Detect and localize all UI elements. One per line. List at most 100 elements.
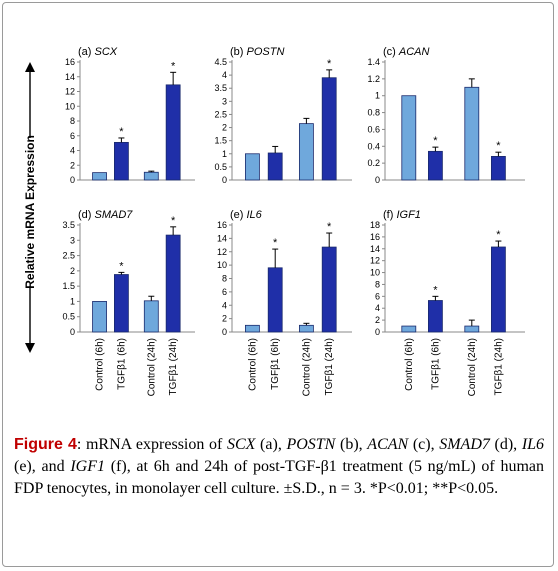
y-tick-label: 1.2 <box>367 74 380 84</box>
y-tick-label: 6 <box>70 131 75 141</box>
x-category-label: Control (24h) <box>146 338 157 396</box>
y-tick-label: 0 <box>70 175 75 185</box>
y-tick-label: 18 <box>370 220 380 230</box>
bar <box>464 325 480 333</box>
caption-text: (b), <box>335 436 368 453</box>
y-tick-label: 10 <box>217 260 227 270</box>
panel-letter: (d) <box>78 209 95 221</box>
bar <box>92 301 107 333</box>
figure-frame <box>2 2 554 567</box>
y-tick-label: 1.5 <box>214 136 227 146</box>
bar <box>267 152 283 181</box>
y-tick-label: 12 <box>370 256 380 266</box>
caption-text: (e), and <box>14 458 71 475</box>
significance-marker: * <box>171 215 176 227</box>
y-tick-label: 2 <box>222 123 227 133</box>
significance-marker: * <box>327 221 332 233</box>
caption-gene-name: POSTN <box>286 436 336 453</box>
bar <box>267 267 283 333</box>
y-tick-label: 0.4 <box>367 141 380 151</box>
y-tick-label: 0 <box>375 175 380 185</box>
y-tick-label: 4.5 <box>214 57 227 67</box>
panel-letter: (b) <box>230 46 247 58</box>
bar <box>114 141 129 181</box>
y-tick-label: 6 <box>222 287 227 297</box>
significance-marker: * <box>496 140 501 152</box>
y-tick-label: 4 <box>70 146 75 156</box>
y-tick-label: 8 <box>375 279 380 289</box>
y-tick-label: 12 <box>217 247 227 257</box>
y-tick-label: 2.5 <box>62 251 75 261</box>
bar <box>298 324 314 333</box>
y-tick-label: 2 <box>70 160 75 170</box>
y-tick-label: 0 <box>70 327 75 337</box>
panel-letter: (e) <box>230 209 247 221</box>
x-category-label: Control (24h) <box>301 338 312 396</box>
y-tick-label: 14 <box>65 72 75 82</box>
bar <box>401 325 417 333</box>
y-tick-label: 14 <box>217 233 227 243</box>
x-category-label: Control (6h) <box>404 338 415 391</box>
y-tick-label: 1 <box>375 91 380 101</box>
significance-marker: * <box>171 60 176 72</box>
y-tick-label: 8 <box>222 274 227 284</box>
y-tick-label: 0 <box>222 175 227 185</box>
bar <box>490 155 506 181</box>
down-arrow-head <box>25 343 35 353</box>
bar <box>321 246 337 333</box>
y-tick-label: 4 <box>375 303 380 313</box>
caption-text: (a), <box>255 436 287 453</box>
bar <box>401 95 417 181</box>
panel-gene-name: SCX <box>95 46 118 58</box>
bar <box>490 246 506 333</box>
caption-label: Figure 4 <box>14 436 77 453</box>
x-category-label: Control (6h) <box>247 338 258 391</box>
x-category-label: TGFβ1 (24h) <box>493 338 504 395</box>
significance-marker: * <box>433 135 438 147</box>
y-tick-label: 0.8 <box>367 108 380 118</box>
significance-marker: * <box>119 260 124 272</box>
y-tick-label: 14 <box>370 244 380 254</box>
figure-caption: Figure 4: mRNA expression of SCX (a), PO… <box>14 434 544 500</box>
y-tick-label: 1 <box>70 296 75 306</box>
caption-text: : mRNA expression of <box>76 436 227 453</box>
y-tick-label: 1.5 <box>62 281 75 291</box>
y-tick-label: 6 <box>375 291 380 301</box>
y-tick-label: 10 <box>370 268 380 278</box>
caption-gene-name: SCX <box>226 436 256 453</box>
panel-title: (a) SCX <box>78 46 118 58</box>
y-tick-label: 3.5 <box>214 83 227 93</box>
panel-letter: (c) <box>383 46 399 58</box>
significance-marker: * <box>433 284 438 296</box>
significance-marker: * <box>496 229 501 241</box>
panel-title: (e) IL6 <box>230 209 263 221</box>
y-tick-label: 0.6 <box>367 124 380 134</box>
panel-title: (b) POSTN <box>230 46 284 58</box>
y-tick-label: 8 <box>70 116 75 126</box>
x-category-label: TGFβ1 (24h) <box>168 338 179 395</box>
caption-body: : mRNA expression of SCX (a), POSTN (b),… <box>14 436 544 497</box>
caption-text: (f), at 6h and 24h of post-TGF-β1 treatm… <box>14 458 545 497</box>
panel-gene-name: ACAN <box>398 46 430 58</box>
caption-gene-name: ACAN <box>367 436 409 453</box>
x-category-label: TGFβ1 (6h) <box>270 338 281 390</box>
y-tick-label: 0.2 <box>367 158 380 168</box>
y-tick-label: 2 <box>222 314 227 324</box>
y-tick-label: 3 <box>70 235 75 245</box>
bar <box>143 300 159 333</box>
caption-gene-name: IGF1 <box>70 458 105 475</box>
y-tick-label: 0.5 <box>62 312 75 322</box>
caption-text: (c), <box>408 436 440 453</box>
panel-title: (d) SMAD7 <box>78 209 133 221</box>
caption-text: (d), <box>489 436 522 453</box>
bar <box>165 84 181 181</box>
y-tick-label: 4 <box>222 300 227 310</box>
bar <box>244 324 260 333</box>
panel-letter: (a) <box>78 46 95 58</box>
panel-gene-name: IGF1 <box>396 209 420 221</box>
y-tick-label: 16 <box>65 57 75 67</box>
bar <box>143 171 159 181</box>
bar <box>427 300 443 333</box>
bar <box>165 234 181 333</box>
